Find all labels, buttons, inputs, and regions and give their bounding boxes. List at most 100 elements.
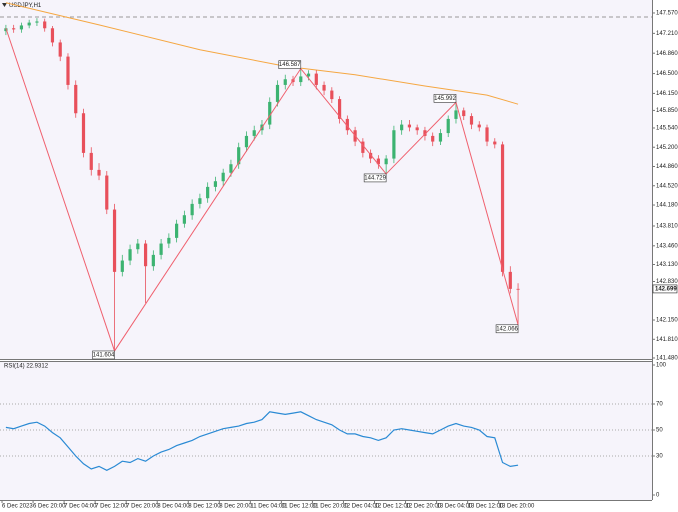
price-pane: [0, 0, 652, 359]
candle-body: [50, 28, 55, 43]
candle-body: [159, 243, 163, 255]
candle-body: [477, 124, 481, 128]
candle-body: [89, 152, 93, 170]
y-tick-label: 142.830: [656, 279, 678, 285]
candle-body: [237, 147, 241, 165]
rsi-title: RSI(14) 22.9312: [4, 364, 49, 370]
x-tick-label: 6 Dec 2023: [2, 504, 33, 510]
zigzag-label: 144.729: [364, 175, 386, 181]
candle-body: [400, 124, 404, 131]
x-tick-label: 6 Dec 20:00: [33, 504, 66, 510]
y-tick-label: 144.180: [656, 203, 678, 209]
y-tick-label: 144.520: [656, 183, 678, 189]
y-tick-label: 141.480: [656, 356, 678, 362]
zigzag-label-box: [363, 173, 387, 183]
x-tick-label: 8 Dec 20:00: [219, 504, 252, 510]
x-tick-label: 13 Dec 20:00: [499, 504, 535, 510]
y-tick-label: 143.130: [656, 262, 678, 268]
candle-body: [35, 21, 39, 23]
y-tick-label: 0: [656, 493, 660, 499]
candle-body: [469, 116, 474, 125]
candle-body: [244, 135, 249, 148]
candle-body: [120, 260, 124, 272]
x-tick-label: 7 Dec 20:00: [126, 504, 159, 510]
candle-body: [423, 130, 427, 136]
x-tick-label: 12 Dec 20:00: [406, 504, 442, 510]
candle-body: [345, 118, 349, 131]
y-tick-label: 146.860: [656, 51, 678, 57]
candle-body: [58, 42, 62, 57]
candle-body: [337, 99, 342, 119]
candle-body: [136, 243, 140, 250]
candle-body: [198, 198, 202, 204]
rsi-line: [5, 411, 519, 471]
candle-body: [182, 215, 186, 224]
last-price-box: [652, 284, 678, 294]
candle-body: [221, 172, 225, 182]
candle-body: [175, 223, 179, 238]
candle-body: [454, 110, 458, 119]
candle-body: [485, 127, 489, 142]
y-tick-label: 143.460: [656, 243, 678, 249]
candle-body: [112, 209, 117, 272]
x-tick-label: 12 Dec 12:00: [375, 504, 411, 510]
zigzag-label-box: [278, 60, 302, 69]
x-tick-label: 8 Dec 04:00: [157, 504, 190, 510]
candle-body: [462, 110, 466, 117]
candle-body: [213, 181, 218, 187]
zigzag-label-box: [433, 94, 457, 103]
last-price-label: 142.699: [655, 287, 677, 293]
y-tick-label: 146.150: [656, 91, 678, 97]
x-tick-label: 12 Dec 04:00: [343, 504, 379, 510]
y-tick-label: 142.150: [656, 318, 678, 324]
y-tick-label: 100: [656, 363, 667, 369]
candle-body: [299, 76, 303, 83]
x-tick-label: 11 Dec 20:00: [312, 504, 348, 510]
y-tick-label: 147.570: [656, 11, 678, 17]
menu-icon: [2, 3, 7, 7]
candle-body: [128, 249, 132, 261]
candle-body: [314, 73, 318, 85]
candle-body: [66, 56, 70, 85]
candle-body: [81, 113, 86, 153]
y-tick-label: 145.540: [656, 126, 678, 132]
zigzag-label-box: [92, 350, 115, 360]
candle-body: [361, 141, 365, 153]
candle-body: [283, 79, 287, 85]
candle-body: [369, 152, 373, 159]
moving-average: [5, 2, 519, 105]
zigzag-label: 146.587: [279, 62, 301, 68]
y-tick-label: 144.860: [656, 164, 678, 170]
candle-body: [43, 21, 47, 29]
candle-body: [268, 101, 272, 125]
y-tick-label: 50: [656, 428, 663, 434]
candle-body: [376, 158, 380, 165]
candle-body: [12, 28, 16, 30]
zigzag-label: 142.066: [496, 326, 518, 332]
candle-body: [19, 25, 24, 30]
candle-body: [330, 90, 334, 100]
candle-body: [322, 84, 326, 91]
candle-body: [27, 22, 31, 26]
candle-body: [275, 84, 280, 102]
zigzag-label-box: [495, 324, 519, 334]
candle-body: [500, 144, 505, 272]
candle-body: [438, 133, 443, 142]
candle-body: [151, 254, 155, 267]
x-tick-label: 13 Dec 04:00: [437, 504, 473, 510]
candle-body: [407, 124, 412, 128]
candle-body: [306, 73, 311, 77]
y-tick-label: 147.210: [656, 31, 678, 37]
candle-body: [384, 158, 388, 165]
y-tick-label: 145.200: [656, 145, 678, 151]
x-tick-label: 7 Dec 04:00: [64, 504, 97, 510]
zigzag-line: [5, 28, 519, 353]
y-tick-label: 146.500: [656, 71, 678, 77]
zigzag-label: 145.992: [434, 96, 456, 102]
y-tick-label: 141.810: [656, 337, 678, 343]
x-tick-label: 11 Dec 12:00: [281, 504, 317, 510]
candle-body: [516, 288, 520, 290]
x-tick-label: 13 Dec 12:00: [468, 504, 504, 510]
candle-body: [446, 118, 450, 134]
